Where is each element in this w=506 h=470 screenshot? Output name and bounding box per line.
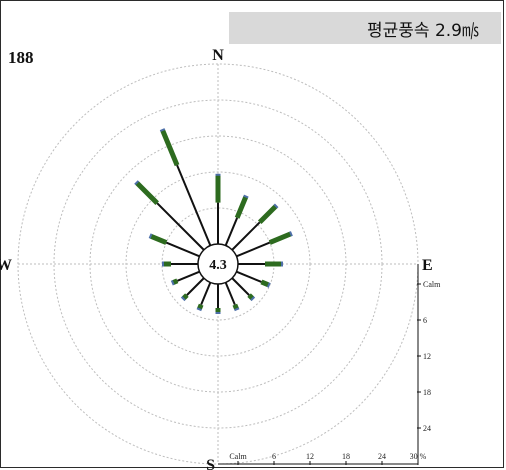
direction-e: E [422,257,433,274]
sector-high-speed [273,203,279,209]
scale-label-vertical: 18 [423,388,431,397]
calm-value: 4.3 [209,258,227,273]
station-id: 188 [8,48,34,67]
wind-sector [148,233,200,258]
wind-sector [134,180,205,251]
sector-high-speed [170,280,175,286]
sector-line [236,241,271,258]
direction-w: W [0,257,12,274]
sector-line [176,164,212,246]
wind-sectors [134,128,293,314]
sector-low-speed [181,293,189,301]
sector-high-speed [250,296,256,302]
sector-line [165,241,200,258]
wind-sector [236,231,293,258]
sector-line [236,270,262,283]
sector-line [186,277,205,296]
sector-line [224,282,236,306]
wind-sector [180,277,205,302]
direction-n: N [212,47,224,64]
sector-low-speed [197,303,204,310]
scale-label-vertical: Calm [423,280,441,289]
wind-sector [231,203,279,251]
scale-label: 12 [306,452,314,461]
wind-sector [231,277,256,302]
sector-low-speed [135,181,159,205]
sector-line [231,277,250,296]
calm-circle [197,243,239,285]
sector-high-speed [266,282,271,288]
sector-low-speed [247,293,255,301]
sector-line [156,202,205,251]
sector-line [231,221,261,251]
sector-line [176,270,200,282]
wind-sector [159,128,212,246]
scale-label: 6 [272,452,276,461]
direction-s: S [206,457,215,470]
scale-label: 18 [342,452,350,461]
sector-low-speed [232,303,239,310]
wind-sector [224,194,249,246]
sector-high-speed [148,233,153,239]
sector-high-speed [289,231,293,237]
sector-high-speed [180,296,186,302]
scale-label-vertical: 24 [423,424,431,433]
mean-wind-speed-banner: 평균풍속 2.9㎧ [229,12,501,44]
sector-low-speed [160,129,180,167]
sector-high-speed [159,128,166,132]
sector-low-speed [150,233,168,245]
scale-label: Calm [229,452,247,461]
mean-wind-speed-label: 평균풍속 2.9㎧ [367,20,479,41]
sector-line [200,282,212,306]
sector-low-speed [234,196,249,219]
sector-low-speed [172,278,179,285]
scale-label: 30 % [410,452,427,461]
sector-line [224,217,239,246]
sector-high-speed [196,307,202,312]
wind-sector [196,282,212,312]
chart-labels: 4.3 N E S W Calm 6 12 18 24 30 % Calm 6 12 18 24 [0,47,441,470]
chart-axes [218,264,421,465]
sector-high-speed [134,180,140,186]
scale-label-vertical: 6 [423,316,427,325]
wind-sector [170,270,200,286]
sector-high-speed [234,307,240,312]
scale-label: 24 [378,452,386,461]
sector-low-speed [268,231,292,245]
wind-sector [224,282,240,312]
sector-low-speed [260,279,270,288]
sector-high-speed [243,194,249,199]
wind-sector [236,270,271,288]
scale-label-vertical: 12 [423,352,431,361]
sector-low-speed [257,204,278,225]
